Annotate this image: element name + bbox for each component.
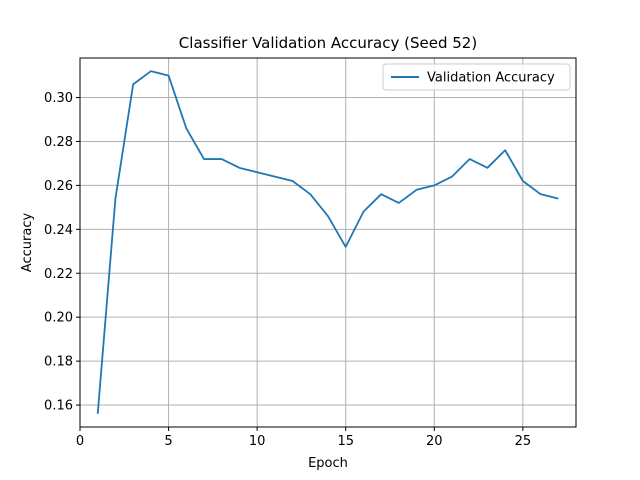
- y-tick-label: 0.26: [44, 179, 73, 194]
- x-tick-label: 20: [426, 434, 443, 449]
- x-tick-label: 10: [249, 434, 266, 449]
- x-tick-label: 5: [164, 434, 172, 449]
- chart-title: Classifier Validation Accuracy (Seed 52): [179, 34, 477, 52]
- plot-frame: [79, 57, 577, 428]
- x-tick-label: 25: [515, 434, 532, 449]
- x-tick-label: 0: [76, 434, 84, 449]
- y-tick-label: 0.22: [44, 267, 73, 282]
- x-axis-label: Epoch: [308, 456, 348, 471]
- y-tick-label: 0.18: [44, 355, 73, 370]
- legend-box: [382, 63, 571, 91]
- y-tick-label: 0.16: [44, 399, 73, 414]
- axis-ticks: 0 5 10 15 20 25 0.16 0.18 0.20 0.22 0.24 0.26 0.28 0.…: [44, 91, 531, 449]
- y-tick-label: 0.28: [44, 135, 73, 150]
- x-tick-label: 15: [337, 434, 354, 449]
- y-tick-label: 0.30: [44, 91, 73, 106]
- legend: Validation Accuracy: [382, 63, 571, 91]
- y-tick-label: 0.20: [44, 311, 73, 326]
- grid-lines: [79, 58, 576, 427]
- y-tick-label: 0.24: [44, 223, 73, 238]
- series-line: [96, 70, 559, 414]
- series-layer: [96, 70, 559, 414]
- legend-label: Validation Accuracy: [427, 71, 555, 86]
- y-axis-label: Accuracy: [20, 213, 35, 273]
